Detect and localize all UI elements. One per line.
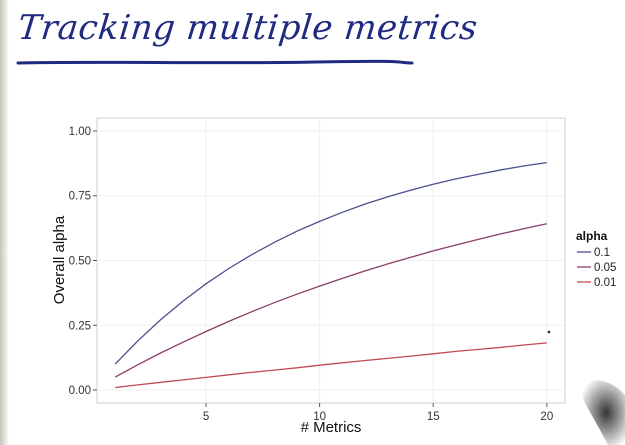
series-line-0.1	[114, 161, 547, 365]
left-edge-shadow	[0, 0, 9, 445]
y-tick-label: 0.75	[69, 191, 91, 203]
y-tick-label: 0.50	[69, 256, 91, 268]
grid-lines	[97, 118, 565, 403]
x-axis: 5 10 15 20	[203, 403, 553, 423]
x-tick-label: 15	[427, 411, 440, 423]
title-underline	[16, 59, 414, 65]
series-line-0.01	[115, 342, 547, 389]
y-tick-label: 1.00	[69, 126, 91, 138]
y-tick-label: 0.25	[69, 320, 91, 332]
legend-label-0.05: 0.05	[594, 262, 616, 274]
y-tick-label: 0.00	[69, 385, 91, 397]
y-axis: 0.00 0.25 0.50 0.75 1.00	[69, 126, 97, 397]
legend: alpha 0.1 0.05 0.01	[576, 229, 616, 289]
x-tick-label: 20	[540, 411, 553, 423]
x-tick-label: 5	[203, 411, 209, 423]
series-line-0.05	[114, 223, 547, 378]
legend-label-0.01: 0.01	[594, 277, 616, 289]
stray-dot	[547, 330, 551, 334]
series-lines	[114, 161, 547, 389]
legend-label-0.1: 0.1	[594, 247, 610, 259]
x-axis-label: # Metrics	[301, 419, 362, 436]
y-axis-label: Overall alpha	[51, 215, 68, 304]
x-tick-label: 10	[313, 411, 326, 423]
legend-title: alpha	[576, 229, 608, 243]
